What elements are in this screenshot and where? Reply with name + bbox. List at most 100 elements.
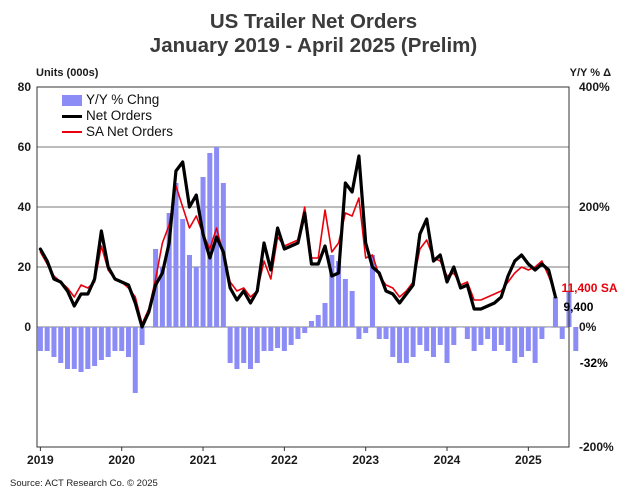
yy-change-bar <box>315 315 321 327</box>
yy-change-bar <box>200 177 206 327</box>
yy-change-bar <box>458 327 464 328</box>
yy-change-bar <box>485 327 491 339</box>
yy-change-bar <box>451 327 457 345</box>
yy-change-bar <box>478 327 484 345</box>
yy-change-bar <box>119 327 125 351</box>
left-tick-label: 60 <box>18 140 32 154</box>
yy-change-bar <box>329 255 335 327</box>
x-tick-label: 2021 <box>190 453 217 467</box>
yy-change-bar <box>180 219 186 327</box>
sa-annotation: 11,400 SA <box>561 281 617 295</box>
yy-change-bar <box>512 327 518 363</box>
plot-frame <box>36 86 570 448</box>
yy-change-bar <box>64 327 71 369</box>
yy-change-bar <box>376 327 382 339</box>
yy-change-bar <box>159 267 165 327</box>
yy-change-bar <box>58 327 64 363</box>
yy-change-bar <box>112 327 118 351</box>
yy-change-bar <box>71 327 77 369</box>
chart-title: US Trailer Net Orders <box>209 10 418 33</box>
yy-annotation: -32% <box>580 356 608 370</box>
x-tick-label: 2025 <box>515 453 542 467</box>
left-tick-label: 40 <box>18 200 32 214</box>
chart-subtitle: January 2019 - April 2025 (Prelim) <box>149 34 478 57</box>
yy-change-bar <box>241 327 247 363</box>
yy-change-bar <box>546 327 552 328</box>
right-tick-label: 400% <box>579 80 610 94</box>
yy-change-bar <box>349 291 355 327</box>
yy-change-bar <box>247 327 253 369</box>
yy-change-bar <box>552 297 558 327</box>
yy-change-bar <box>342 279 348 327</box>
yy-change-bar <box>383 327 389 339</box>
legend-item-sa-net-orders: SA Net Orders <box>62 124 205 140</box>
right-tick-label: 200% <box>579 200 610 214</box>
yy-change-bar <box>410 327 416 357</box>
x-tick-label: 2022 <box>271 453 298 467</box>
yy-change-bar <box>254 327 260 363</box>
yy-change-bar <box>275 327 281 348</box>
legend-swatch-bars <box>62 94 82 106</box>
yy-change-bar <box>363 327 369 333</box>
yy-change-bar <box>397 327 403 363</box>
right-tick-label: -200% <box>579 440 614 454</box>
yy-change-bar <box>505 327 511 351</box>
yy-change-bar <box>573 327 579 351</box>
yy-change-bar <box>139 327 145 345</box>
yy-change-bar <box>336 261 342 327</box>
left-tick-label: 20 <box>18 260 32 274</box>
yy-change-bar <box>403 327 409 363</box>
yy-change-bar <box>390 327 396 357</box>
yy-change-bar <box>132 327 138 393</box>
legend-item-yy-change: Y/Y % Chng <box>62 92 205 108</box>
yy-change-bar <box>207 153 213 327</box>
legend-swatch-net-orders <box>62 114 82 118</box>
legend: Y/Y % Chng Net Orders SA Net Orders <box>62 92 205 140</box>
legend-item-net-orders: Net Orders <box>62 108 205 124</box>
x-tick-label: 2024 <box>434 453 461 467</box>
yy-change-bar <box>166 213 172 327</box>
yy-change-bar <box>98 327 104 360</box>
yy-change-bar <box>268 327 274 351</box>
yy-change-bar <box>234 327 240 369</box>
yy-change-bar <box>532 327 538 363</box>
yy-change-bar <box>105 327 111 357</box>
yy-change-bar <box>430 327 436 357</box>
left-tick-label: 80 <box>18 80 32 94</box>
source-note: Source: ACT Research Co. © 2025 <box>10 478 158 489</box>
yy-change-bar <box>288 327 294 345</box>
yy-change-bar <box>78 327 84 372</box>
yy-change-bar <box>525 327 531 351</box>
yy-change-bar <box>125 327 131 357</box>
yy-change-bar <box>146 327 152 328</box>
yy-change-bar <box>186 255 192 327</box>
yy-change-bar <box>471 327 477 351</box>
net-orders-annotation: 9,400 <box>563 300 593 314</box>
yy-change-bar <box>417 327 423 345</box>
yy-change-bar <box>491 327 497 351</box>
yy-change-bar <box>227 327 233 363</box>
legend-swatch-sa-net-orders <box>62 131 82 133</box>
yy-change-bar <box>356 327 362 339</box>
legend-label-yy-change: Y/Y % Chng <box>86 92 160 107</box>
yy-change-bar <box>261 327 267 351</box>
yy-change-bar <box>173 183 179 327</box>
yy-change-bar <box>37 327 43 351</box>
yy-change-bar <box>92 327 98 366</box>
net-orders-line <box>38 154 558 329</box>
yy-change-bar <box>559 327 565 339</box>
yy-change-bar <box>424 327 430 351</box>
yy-change-bar <box>308 321 314 327</box>
yy-change-bar <box>281 327 287 351</box>
yy-change-bar <box>498 327 504 345</box>
yy-change-bar <box>85 327 91 369</box>
x-tick-label: 2023 <box>352 453 379 467</box>
yy-change-bar <box>51 327 57 357</box>
yy-change-bar <box>444 327 450 363</box>
left-axis-label: Units (000s) <box>36 67 99 79</box>
x-tick-label: 2020 <box>108 453 135 467</box>
yy-change-bar <box>519 327 525 357</box>
yy-change-bar <box>302 327 308 333</box>
yy-change-bar <box>464 327 470 339</box>
